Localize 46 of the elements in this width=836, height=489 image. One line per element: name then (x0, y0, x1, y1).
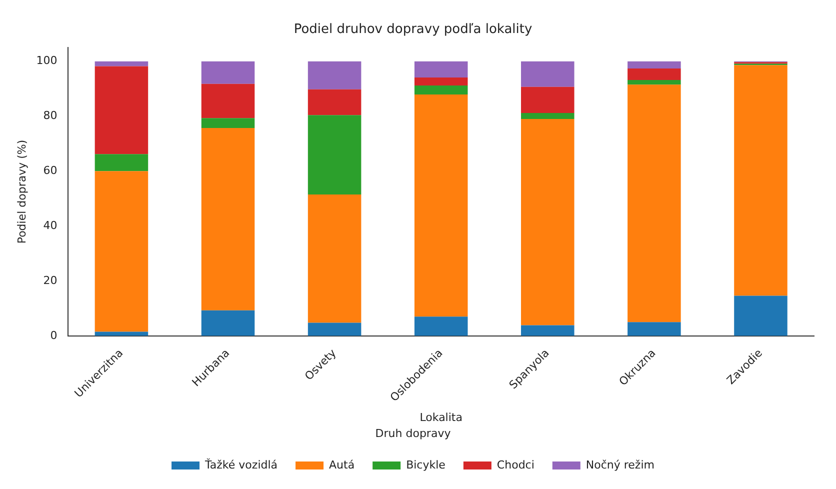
bar (308, 115, 362, 194)
legend-label: Autá (329, 458, 355, 472)
bar (308, 89, 362, 116)
legend-title: Druh dopravy (375, 427, 452, 440)
bar (308, 61, 362, 90)
bar (201, 118, 255, 128)
y-tick-label: 0 (50, 328, 58, 342)
y-tick-label: 100 (36, 54, 58, 68)
legend-label: Nočný režim (586, 458, 654, 472)
bar (628, 68, 681, 80)
bar (414, 61, 468, 78)
bar (734, 296, 788, 336)
bar (521, 61, 574, 87)
bar (201, 61, 255, 84)
bar (308, 194, 362, 323)
bar (94, 61, 148, 66)
y-tick-label: 80 (43, 109, 58, 122)
bar (94, 66, 148, 154)
bar (94, 154, 148, 172)
bar (414, 316, 468, 336)
bar (628, 80, 681, 85)
bar (201, 310, 255, 336)
bar (628, 322, 681, 336)
bar (94, 171, 148, 332)
y-axis-title: Podiel dopravy (%) (15, 140, 28, 244)
bar (521, 118, 574, 326)
chart-title: Podiel druhov dopravy podľa lokality (294, 22, 532, 38)
bar (521, 86, 574, 113)
x-axis-title: Lokalita (420, 411, 462, 424)
bar (201, 84, 255, 118)
bar (308, 322, 362, 336)
y-tick-label: 20 (43, 274, 58, 287)
y-tick-label: 60 (43, 164, 58, 178)
bar (521, 112, 574, 119)
bar (201, 128, 255, 310)
bar (414, 85, 468, 95)
bar (414, 78, 468, 86)
legend-label: Bicykle (406, 458, 446, 472)
bar (521, 325, 574, 336)
legend-label: Ťažké vozidlá (204, 457, 278, 472)
y-tick-label: 40 (43, 218, 58, 232)
bar (414, 94, 468, 317)
bar (628, 61, 681, 68)
bar (734, 65, 788, 296)
legend-label: Chodci (496, 458, 534, 472)
bar (628, 84, 681, 322)
